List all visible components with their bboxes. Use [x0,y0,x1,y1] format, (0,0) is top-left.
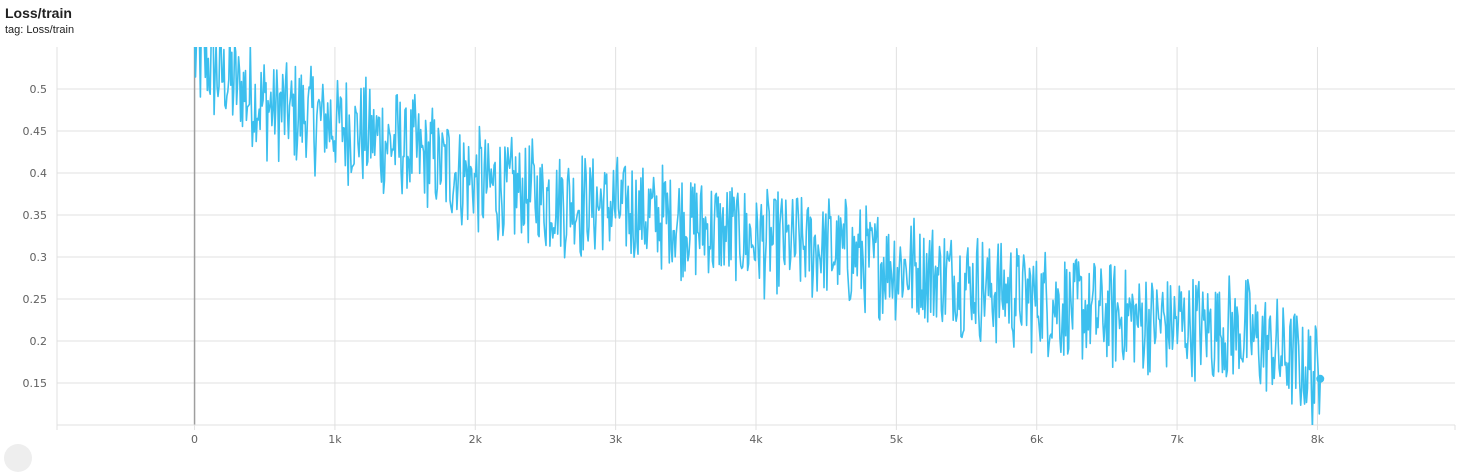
tick-labels: 0.15 0.2 0.25 0.3 0.35 0.4 0.45 0.5 0 1k 2k 3k 4k 5k 6… [23,83,1325,446]
y-tick-label: 0.35 [23,209,48,222]
x-tick-label: 8k [1311,433,1325,446]
x-tick-label: 5k [890,433,904,446]
y-tick-label: 0.25 [23,293,48,306]
y-tick-label: 0.45 [23,125,48,138]
series-layer [193,0,1325,429]
action-button[interactable] [4,444,32,472]
x-tick-label: 0 [191,433,198,446]
y-tick-label: 0.5 [30,83,48,96]
series-end-point[interactable] [1316,374,1325,383]
x-tick-label: 4k [749,433,763,446]
loss-line-chart[interactable]: 0.15 0.2 0.25 0.3 0.35 0.4 0.45 0.5 0 1k 2k 3k 4k 5k 6… [0,0,1463,451]
chart-title: Loss/train [5,5,72,21]
y-tick-label: 0.3 [30,251,48,264]
y-tick-label: 0.15 [23,377,48,390]
y-tick-label: 0.2 [30,335,48,348]
x-tick-label: 7k [1170,433,1184,446]
chart-tag-label: tag: Loss/train [5,24,75,36]
x-tick-label: 3k [609,433,623,446]
x-tick-label: 2k [469,433,483,446]
y-tick-label: 0.4 [30,167,48,180]
x-tick-label: 1k [328,433,342,446]
series-line[interactable] [193,0,1322,429]
x-tick-label: 6k [1030,433,1044,446]
axes [56,47,1456,430]
